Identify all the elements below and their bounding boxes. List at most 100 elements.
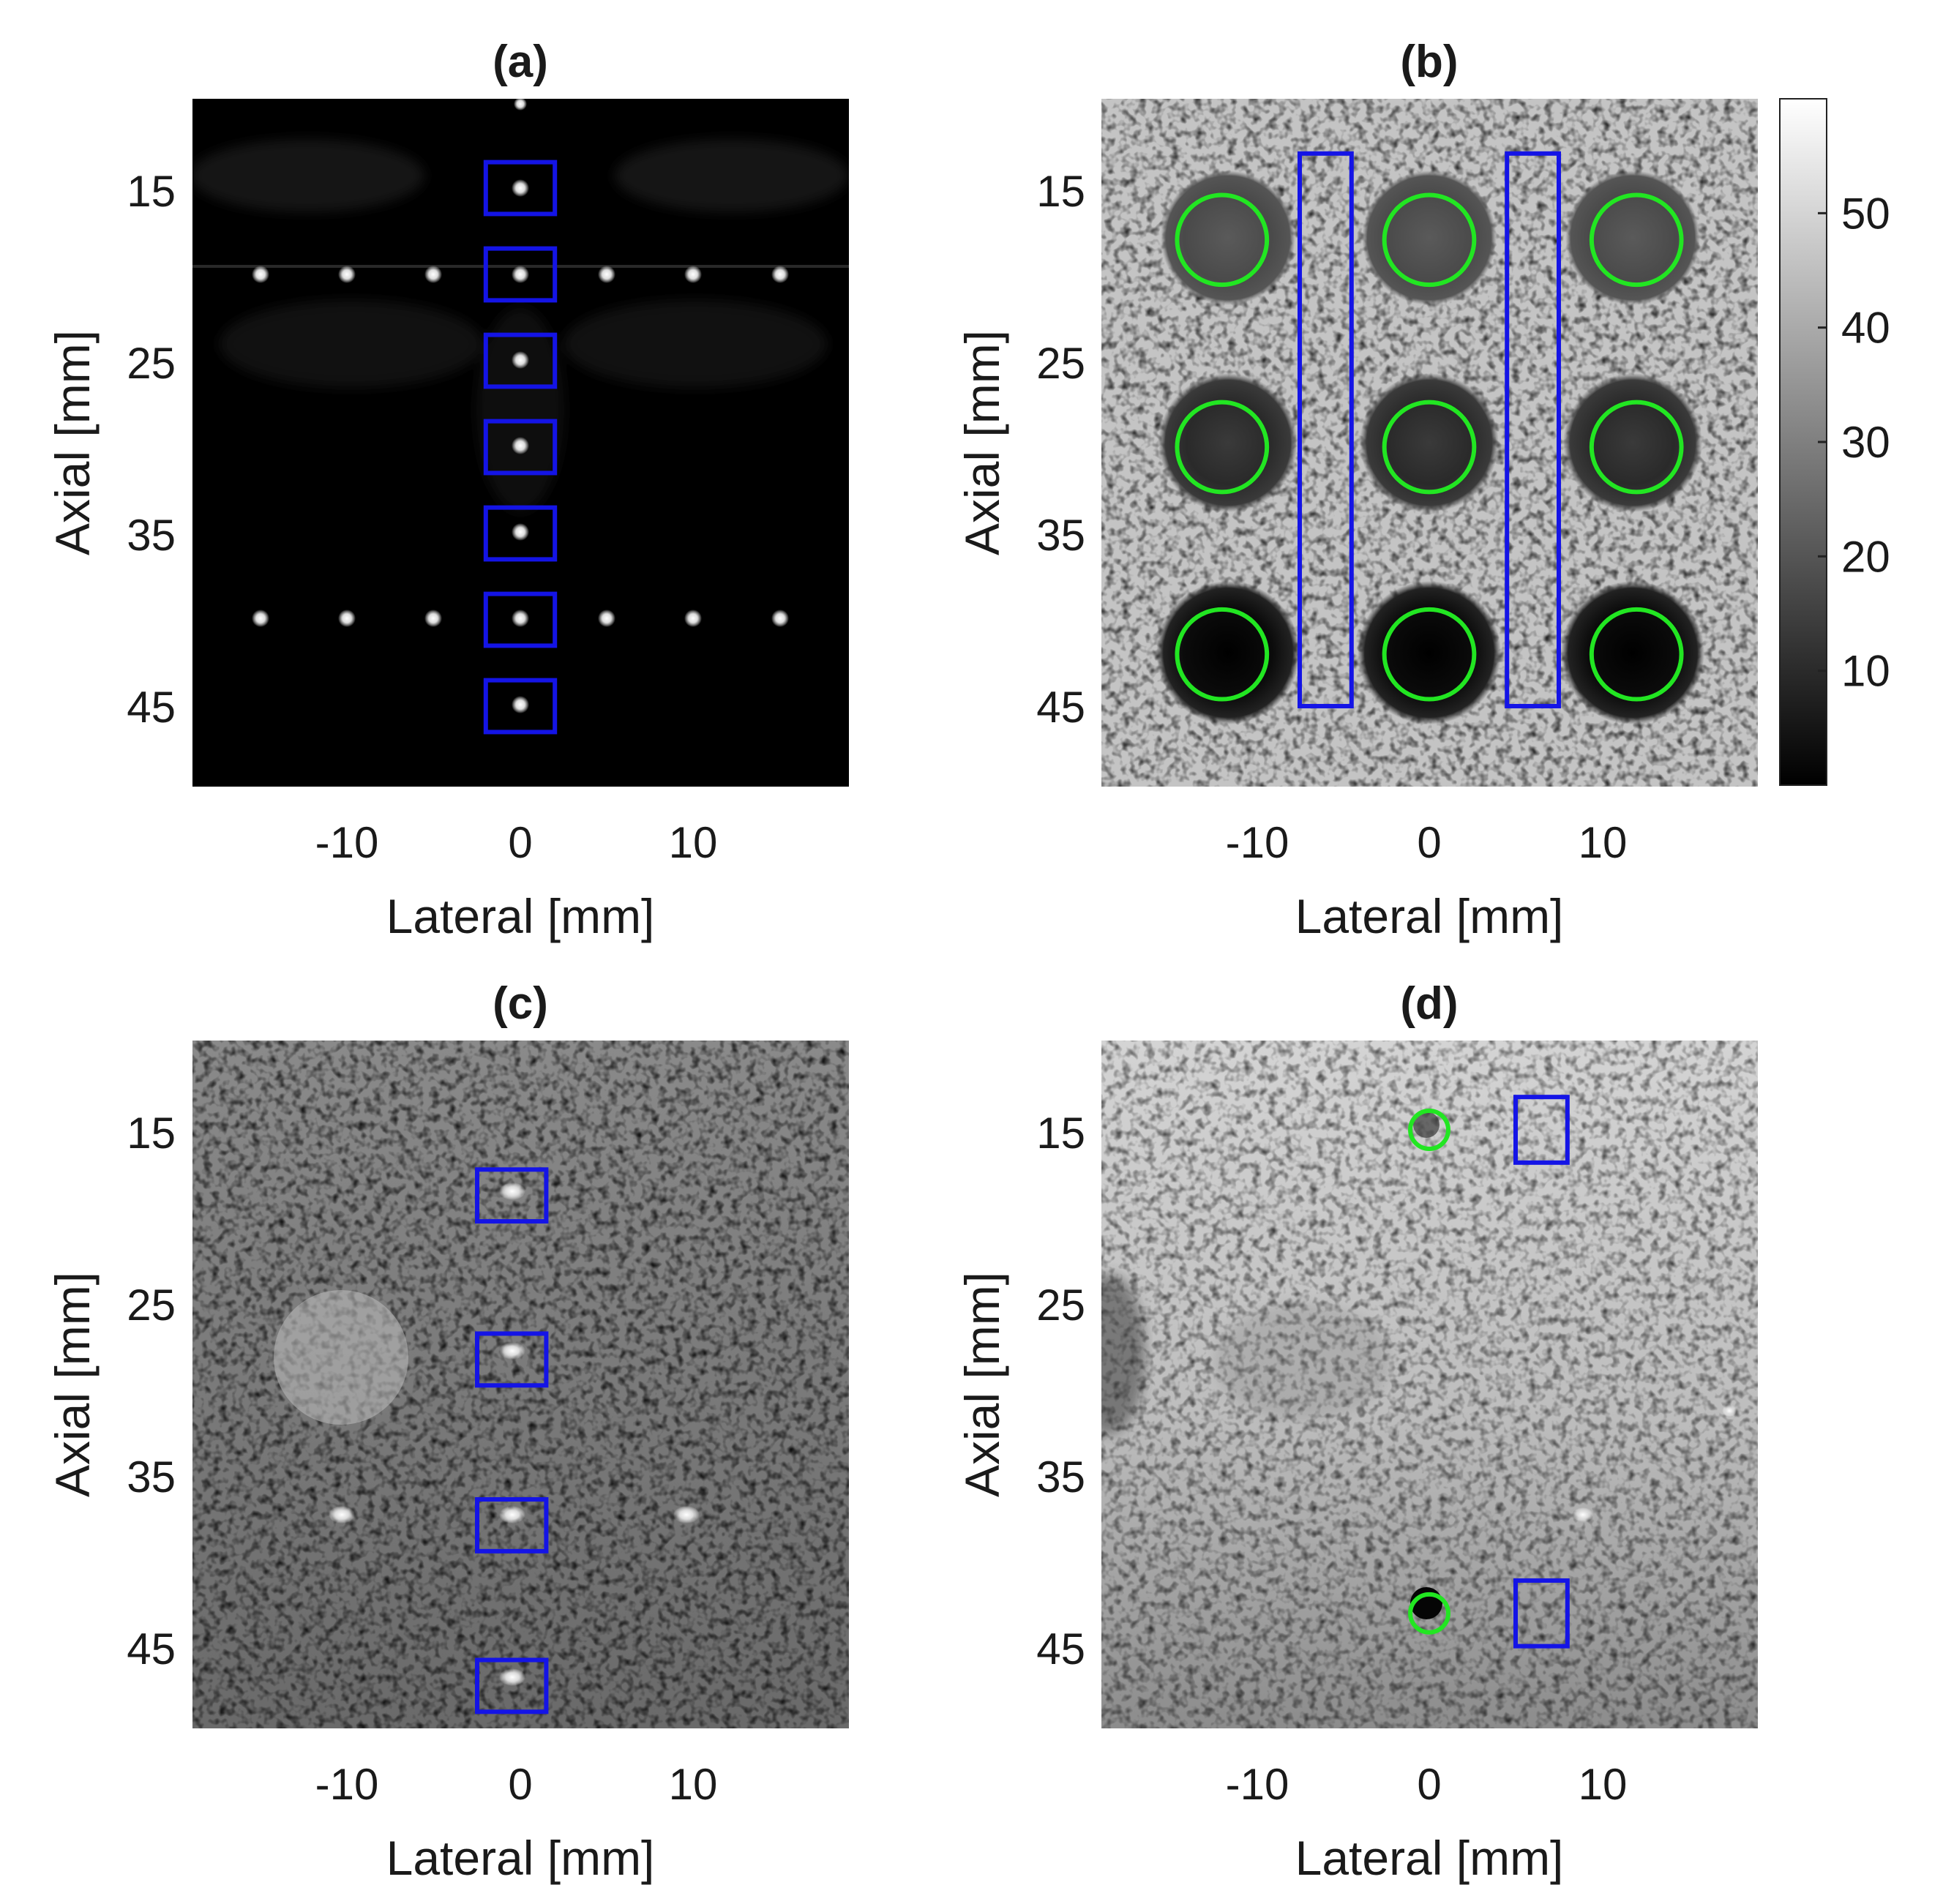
roi-rectangle [483, 678, 558, 735]
roi-rectangle [483, 505, 558, 562]
xtick-label: 0 [508, 818, 532, 867]
ytick-label: 25 [1036, 339, 1085, 388]
panel-a-ylabel: Axial [mm] [45, 330, 100, 555]
colorbar-tick-label: 20 [1841, 532, 1890, 581]
ytick-label: 15 [127, 167, 176, 216]
roi-rectangle [1513, 1095, 1570, 1165]
panel-c-yticks: 15 25 35 45 [127, 1109, 176, 1674]
panel-d-ylabel: Axial [mm] [955, 1272, 1009, 1497]
point-targets [252, 99, 789, 713]
panel-c: (c) 15 25 35 45 -10 0 10 Lat [45, 978, 849, 1885]
roi-rectangle [1298, 151, 1354, 709]
panel-d-xlabel: Lateral [mm] [1295, 1831, 1564, 1885]
roi-rectangle [1505, 151, 1561, 709]
ytick-label: 25 [127, 339, 176, 388]
roi-circle [1589, 400, 1684, 495]
xtick-label: 0 [508, 1760, 532, 1809]
roi-rectangle [1513, 1578, 1570, 1649]
ytick-label: 45 [1036, 1624, 1085, 1674]
roi-rectangle [483, 332, 558, 389]
panel-c-rois [475, 1167, 549, 1714]
bright-inclusion [274, 1290, 408, 1425]
roi-circle [1175, 192, 1270, 288]
ytick-label: 15 [1036, 167, 1085, 216]
xtick-label: -10 [1226, 818, 1289, 867]
ytick-label: 25 [127, 1281, 176, 1330]
panel-d-yticks: 15 25 35 45 [1036, 1109, 1085, 1674]
xtick-label: 10 [1579, 1760, 1628, 1809]
roi-circle [1382, 192, 1477, 288]
panel-b: (b) 15 25 35 45 -10 0 [955, 37, 1890, 943]
roi-circle [1175, 607, 1270, 702]
panel-a-title: (a) [493, 37, 548, 87]
colorbar-tick-label: 50 [1841, 189, 1890, 238]
panel-c-image [192, 1041, 849, 1728]
ytick-label: 35 [1036, 1453, 1085, 1502]
roi-circle [1382, 607, 1477, 702]
panel-b-image [1101, 99, 1758, 787]
xtick-label: 10 [1579, 818, 1628, 867]
panel-c-xlabel: Lateral [mm] [386, 1831, 655, 1885]
panel-a-xlabel: Lateral [mm] [386, 889, 655, 943]
ytick-label: 45 [1036, 683, 1085, 732]
roi-circle [1589, 192, 1684, 288]
panel-b-title: (b) [1400, 37, 1458, 87]
panel-d-title: (d) [1400, 978, 1458, 1029]
ytick-label: 35 [127, 1453, 176, 1502]
roi-rectangle [475, 1167, 549, 1224]
colorbar-tick-label: 30 [1841, 418, 1890, 467]
xtick-label: 10 [669, 1760, 718, 1809]
panel-a-yticks: 15 25 35 45 [127, 167, 176, 732]
roi-circle [1382, 400, 1477, 495]
roi-circle [1175, 400, 1270, 495]
roi-rectangle [483, 591, 558, 648]
ytick-label: 45 [127, 1624, 176, 1674]
panel-c-ylabel: Axial [mm] [45, 1272, 100, 1497]
panel-d-xticks: -10 0 10 [1226, 1760, 1628, 1809]
panel-a-xticks: -10 0 10 [315, 818, 718, 867]
colorbar-tick-label: 40 [1841, 304, 1890, 353]
point-target [1722, 1405, 1737, 1417]
panel-d: (d) 15 25 35 45 -10 0 10 Lateral [mm] Ax… [955, 978, 1758, 1885]
xtick-label: -10 [315, 1760, 379, 1809]
roi-rectangle [475, 1657, 549, 1714]
panel-a-image [192, 99, 849, 787]
roi-rectangle [475, 1331, 549, 1388]
panel-a-rois [483, 160, 558, 735]
panel-d-image [1101, 1041, 1758, 1728]
ytick-label: 35 [127, 511, 176, 560]
colorbar-ticks: 50 40 30 20 10 [1818, 189, 1890, 696]
roi-circle [1408, 1109, 1450, 1151]
panel-a: (a) [45, 37, 849, 943]
ytick-label: 15 [127, 1109, 176, 1158]
panel-b-ylabel: Axial [mm] [955, 330, 1009, 555]
panel-b-xlabel: Lateral [mm] [1295, 889, 1564, 943]
point-target [1573, 1507, 1593, 1522]
panel-d-rois [1408, 1095, 1570, 1649]
xtick-label: 0 [1417, 1760, 1441, 1809]
small-cyst [1413, 1112, 1440, 1138]
ytick-label: 35 [1036, 511, 1085, 560]
colorbar-tick-label: 10 [1841, 647, 1890, 696]
point-targets [329, 1182, 700, 1686]
panel-b-yticks: 15 25 35 45 [1036, 167, 1085, 732]
colorbar: 50 40 30 20 10 [1779, 98, 1890, 786]
xtick-label: -10 [1226, 1760, 1289, 1809]
xtick-label: 10 [669, 818, 718, 867]
xtick-label: 0 [1417, 818, 1441, 867]
roi-rectangle [483, 419, 558, 476]
panel-b-rois [1175, 151, 1684, 709]
ytick-label: 45 [127, 683, 176, 732]
panel-c-xticks: -10 0 10 [315, 1760, 718, 1809]
roi-rectangle [483, 160, 558, 217]
ytick-label: 15 [1036, 1109, 1085, 1158]
roi-circle [1408, 1592, 1450, 1635]
roi-rectangle [475, 1497, 549, 1553]
ytick-label: 25 [1036, 1281, 1085, 1330]
xtick-label: -10 [315, 818, 379, 867]
panel-c-title: (c) [493, 978, 548, 1029]
roi-rectangle [483, 246, 558, 303]
panel-b-xticks: -10 0 10 [1226, 818, 1628, 867]
roi-circle [1589, 607, 1684, 702]
